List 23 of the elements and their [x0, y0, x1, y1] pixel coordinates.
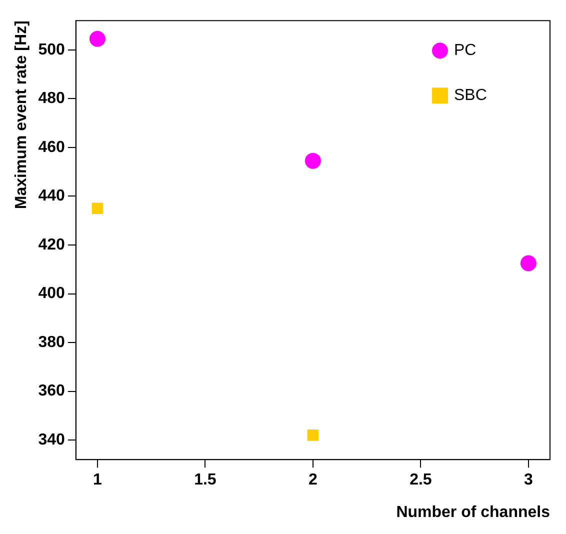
- y-axis-title: Maximum event rate [Hz]: [13, 20, 30, 210]
- point: [307, 430, 319, 441]
- y-tick-label: 500: [38, 41, 65, 58]
- legend-label: SBC: [454, 87, 487, 104]
- point: [92, 202, 104, 214]
- y-tick-label: 480: [38, 90, 65, 108]
- point: [304, 152, 321, 169]
- point: [89, 30, 106, 47]
- y-tick-label: 400: [38, 285, 65, 302]
- x-tick-label: 2: [308, 472, 318, 489]
- x-tick-label: 1.5: [194, 472, 216, 489]
- point: [520, 255, 536, 272]
- x-tick-label: 2.5: [410, 472, 432, 489]
- y-tick-label: 460: [38, 138, 65, 156]
- y-tick-label: 360: [38, 382, 65, 400]
- y-tick-label: 380: [38, 334, 65, 351]
- y-tick-label: 420: [38, 236, 65, 254]
- y-tick-label: 340: [38, 431, 65, 448]
- x-tick-label: 1: [92, 472, 102, 489]
- y-tick-label: 440: [38, 188, 65, 205]
- x-tick-label: 3: [524, 472, 533, 489]
- legend-label: PC: [454, 42, 476, 60]
- x-axis-title: Number of channels: [396, 504, 550, 521]
